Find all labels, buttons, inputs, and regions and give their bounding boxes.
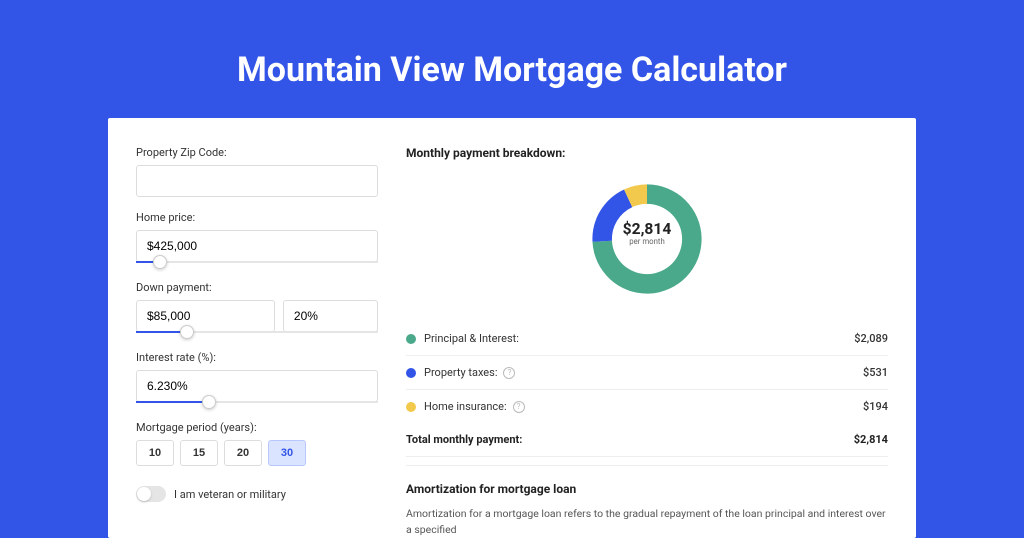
breakdown-value: $2,089 <box>854 332 888 345</box>
veteran-toggle-label: I am veteran or military <box>174 488 286 501</box>
donut-chart: $2,814per month <box>406 174 888 304</box>
zip-label: Property Zip Code: <box>136 146 378 159</box>
donut-center: $2,814per month <box>608 220 686 247</box>
total-value: $2,814 <box>854 433 888 446</box>
swatch-home_insurance <box>406 402 416 412</box>
donut-center-value: $2,814 <box>608 220 686 238</box>
breakdown-row-home_insurance: Home insurance:?$194 <box>406 390 888 423</box>
period-button-10[interactable]: 10 <box>136 440 174 466</box>
info-icon[interactable]: ? <box>513 401 525 413</box>
breakdown-label: Principal & Interest: <box>424 332 854 345</box>
period-button-15[interactable]: 15 <box>180 440 218 466</box>
interest-rate-group: Interest rate (%): <box>136 351 378 407</box>
down-payment-slider[interactable] <box>136 331 378 337</box>
breakdown-value: $531 <box>863 366 888 379</box>
home-price-group: Home price: <box>136 211 378 267</box>
page-title: Mountain View Mortgage Calculator <box>108 50 916 90</box>
period-label: Mortgage period (years): <box>136 421 378 434</box>
breakdown-label: Property taxes:? <box>424 366 863 379</box>
interest-rate-input[interactable] <box>136 370 378 402</box>
veteran-toggle[interactable] <box>136 486 166 502</box>
home-price-label: Home price: <box>136 211 378 224</box>
period-button-20[interactable]: 20 <box>224 440 262 466</box>
inputs-column: Property Zip Code: Home price: Down paym… <box>136 146 378 538</box>
interest-rate-label: Interest rate (%): <box>136 351 378 364</box>
breakdown-row-principal_interest: Principal & Interest:$2,089 <box>406 322 888 356</box>
breakdown-value: $194 <box>863 400 888 413</box>
down-payment-label: Down payment: <box>136 281 378 294</box>
amortization-section: Amortization for mortgage loan Amortizat… <box>406 465 888 538</box>
home-price-slider[interactable] <box>136 261 378 267</box>
breakdown-row-property_taxes: Property taxes:?$531 <box>406 356 888 390</box>
total-label: Total monthly payment: <box>406 433 854 446</box>
info-icon[interactable]: ? <box>503 367 515 379</box>
slider-thumb[interactable] <box>202 395 216 409</box>
calculator-card: Property Zip Code: Home price: Down paym… <box>108 118 916 538</box>
swatch-principal_interest <box>406 334 416 344</box>
amortization-text: Amortization for a mortgage loan refers … <box>406 506 888 538</box>
donut-center-sub: per month <box>608 238 686 247</box>
interest-rate-slider[interactable] <box>136 401 378 407</box>
down-payment-percent-input[interactable] <box>283 300 378 332</box>
home-price-input[interactable] <box>136 230 378 262</box>
slider-thumb[interactable] <box>180 325 194 339</box>
period-group: Mortgage period (years): 10152030 <box>136 421 378 466</box>
zip-field-group: Property Zip Code: <box>136 146 378 197</box>
zip-input[interactable] <box>136 165 378 197</box>
down-payment-group: Down payment: <box>136 281 378 337</box>
total-row: Total monthly payment: $2,814 <box>406 423 888 457</box>
veteran-toggle-row: I am veteran or military <box>136 486 378 502</box>
breakdown-column: Monthly payment breakdown: $2,814per mon… <box>406 146 888 538</box>
swatch-property_taxes <box>406 368 416 378</box>
amortization-title: Amortization for mortgage loan <box>406 482 888 496</box>
down-payment-amount-input[interactable] <box>136 300 275 332</box>
period-button-30[interactable]: 30 <box>268 440 306 466</box>
slider-thumb[interactable] <box>153 255 167 269</box>
breakdown-title: Monthly payment breakdown: <box>406 146 888 160</box>
breakdown-label: Home insurance:? <box>424 400 863 413</box>
